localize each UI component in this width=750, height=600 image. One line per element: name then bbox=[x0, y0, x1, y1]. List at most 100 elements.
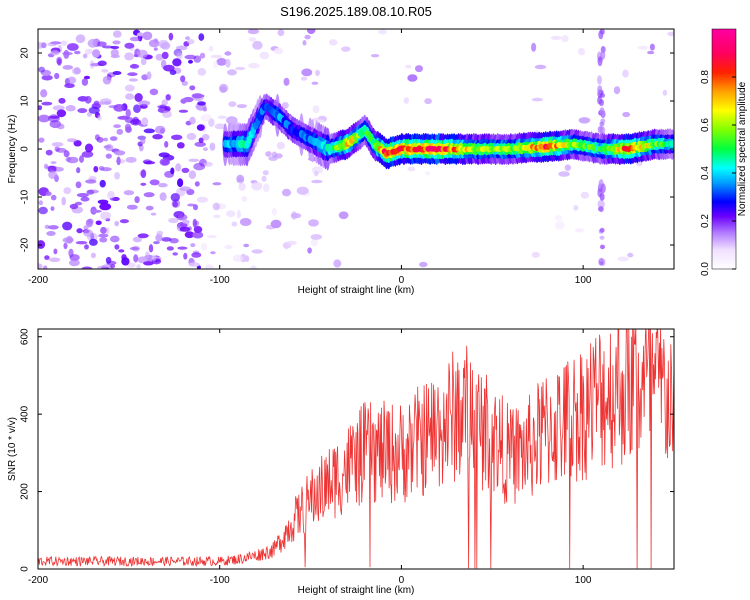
heatmap-noise-blob bbox=[84, 95, 92, 104]
heatmap-noise-blob bbox=[148, 39, 160, 48]
heatmap-noise-blob bbox=[75, 241, 88, 245]
heatmap-noise-blob bbox=[300, 76, 308, 81]
heatmap-noise-blob bbox=[79, 155, 84, 163]
heatmap-noise-blob bbox=[132, 236, 142, 243]
heatmap-noise-blob bbox=[172, 252, 178, 256]
heatmap-noise-blob bbox=[140, 169, 147, 179]
heatmap-noise-blob bbox=[188, 59, 193, 64]
heatmap-noise-blob bbox=[87, 38, 99, 48]
heatmap-noise-blob bbox=[40, 89, 48, 98]
heatmap-noise-blob bbox=[338, 211, 349, 220]
heatmap-noise-blob bbox=[259, 51, 270, 60]
heatmap-noise-blob bbox=[98, 233, 109, 238]
heatmap-noise-blob bbox=[149, 88, 159, 96]
heatmap-noise-blob bbox=[407, 166, 416, 172]
heatmap-noise-blob bbox=[251, 181, 263, 191]
heatmap-noise-blob bbox=[109, 136, 118, 142]
heatmap-streak-blob bbox=[597, 85, 603, 94]
snr-x-axis: -200 -100 0 100 bbox=[28, 329, 592, 586]
heatmap-noise-blob bbox=[227, 69, 237, 76]
heatmap-noise-blob bbox=[141, 117, 149, 126]
heatmap-noise-blob bbox=[226, 210, 236, 218]
heatmap-noise-blob bbox=[283, 77, 290, 86]
colorbar-tick-label: 0.2 bbox=[700, 214, 711, 228]
heatmap-noise-blob bbox=[296, 186, 309, 195]
heatmap-noise-blob bbox=[48, 257, 61, 263]
heatmap-noise-blob bbox=[90, 252, 96, 259]
snr-series bbox=[38, 329, 674, 569]
heatmap-noise-blob bbox=[52, 105, 65, 111]
heatmap-noise-blob bbox=[66, 156, 79, 164]
heatmap-noise-blob bbox=[63, 187, 72, 195]
heatmap-streak-blob bbox=[600, 244, 605, 250]
heatmap-noise-blob bbox=[188, 170, 197, 179]
heatmap-noise-blob bbox=[262, 170, 269, 176]
heatmap-noise-blob bbox=[129, 246, 139, 251]
heatmap-y-tick-label: -10 bbox=[20, 189, 31, 204]
heatmap-noise-blob bbox=[53, 248, 58, 255]
heatmap-noise-blob bbox=[531, 42, 537, 52]
heatmap-noise-blob bbox=[169, 238, 179, 244]
heatmap-noise-blob bbox=[306, 29, 316, 35]
heatmap-noise-blob bbox=[597, 199, 605, 209]
heatmap-noise-blob bbox=[99, 237, 108, 243]
heatmap-noise-blob bbox=[93, 166, 99, 173]
heatmap-noise-blob bbox=[94, 134, 100, 141]
heatmap-noise-blob bbox=[291, 211, 297, 220]
heatmap-noise-blob bbox=[113, 104, 125, 112]
heatmap-noise-blob bbox=[136, 264, 141, 269]
heatmap-noise-blob bbox=[247, 29, 260, 35]
heatmap-noise-blob bbox=[97, 265, 107, 269]
heatmap-noise-blob bbox=[49, 115, 60, 119]
heatmap-noise-blob bbox=[301, 68, 313, 77]
heatmap-noise-blob bbox=[243, 243, 250, 248]
heatmap-noise-blob bbox=[75, 34, 86, 44]
snr-frame bbox=[37, 328, 675, 570]
heatmap-noise-blob bbox=[55, 147, 67, 153]
snr-y-axis: 0 200 400 600 bbox=[20, 328, 674, 572]
heatmap-noise-blob bbox=[196, 265, 201, 269]
heatmap-noise-blob bbox=[124, 52, 134, 61]
heatmap-noise-blob bbox=[171, 134, 183, 140]
heatmap-noise-blob bbox=[201, 133, 210, 141]
heatmap-noise-blob bbox=[77, 108, 88, 114]
heatmap-noise-blob bbox=[92, 49, 101, 58]
heatmap-noise-blob bbox=[80, 196, 90, 202]
heatmap-noise-blob bbox=[213, 214, 221, 218]
heatmap-noise-blob bbox=[209, 142, 216, 151]
heatmap-noise-blob bbox=[160, 128, 165, 134]
heatmap-noise-blob bbox=[75, 181, 82, 189]
heatmap-noise-blob bbox=[177, 214, 185, 220]
heatmap-streak-blob bbox=[599, 235, 605, 240]
heatmap-noise-blob bbox=[667, 31, 674, 37]
heatmap-noise-blob bbox=[302, 40, 307, 46]
heatmap-noise-blob bbox=[38, 263, 43, 269]
heatmap-noise-blob bbox=[85, 48, 93, 55]
colorbar-ticks: 0.0 0.2 0.4 0.6 0.8 bbox=[700, 70, 736, 276]
heatmap-noise-blob bbox=[56, 109, 67, 118]
heatmap-noise-blob bbox=[198, 137, 204, 144]
heatmap-noise-blob bbox=[99, 101, 105, 105]
heatmap-noise-blob bbox=[137, 256, 148, 264]
heatmap-noise-blob bbox=[161, 51, 169, 60]
heatmap-noise-blob bbox=[261, 175, 267, 182]
heatmap-noise-blob bbox=[265, 151, 272, 157]
heatmap-x-tick-label: 100 bbox=[575, 275, 592, 286]
heatmap-noise-blob bbox=[315, 69, 320, 77]
heatmap-noise-blob bbox=[205, 264, 214, 269]
heatmap-noise-blob bbox=[81, 266, 93, 269]
heatmap-noise-blob bbox=[202, 107, 207, 112]
heatmap-noise-blob bbox=[125, 109, 131, 118]
heatmap-noise-blob bbox=[38, 206, 48, 215]
heatmap-noise-blob bbox=[38, 200, 43, 206]
heatmap-noise-blob bbox=[91, 209, 102, 213]
heatmap-noise-blob bbox=[98, 166, 105, 171]
heatmap-noise-blob bbox=[38, 137, 45, 143]
chart-title: S196.2025.189.08.10.R05 bbox=[280, 4, 432, 19]
heatmap-noise-blob bbox=[161, 99, 168, 106]
heatmap-noise-blob bbox=[116, 156, 121, 166]
heatmap-noise-blob bbox=[110, 45, 120, 50]
heatmap-noise-blob bbox=[180, 75, 186, 83]
heatmap-streak-blob bbox=[599, 99, 604, 107]
heatmap-noise-blob bbox=[310, 238, 318, 247]
